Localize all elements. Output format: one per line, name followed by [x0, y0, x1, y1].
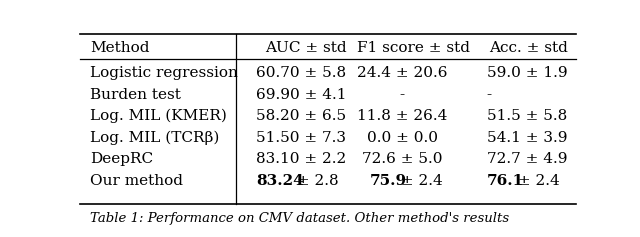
Text: Table 1: Performance on CMV dataset. Other method's results: Table 1: Performance on CMV dataset. Oth…	[90, 212, 509, 225]
Text: Our method: Our method	[90, 174, 183, 188]
Text: 58.20 ± 6.5: 58.20 ± 6.5	[256, 109, 346, 123]
Text: ± 2.4: ± 2.4	[513, 174, 559, 188]
Text: ± 2.4: ± 2.4	[396, 174, 443, 188]
Text: 54.1 ± 3.9: 54.1 ± 3.9	[486, 131, 567, 145]
Text: 51.5 ± 5.8: 51.5 ± 5.8	[486, 109, 567, 123]
Text: 60.70 ± 5.8: 60.70 ± 5.8	[256, 66, 346, 80]
Text: Log. MIL (TCRβ): Log. MIL (TCRβ)	[90, 131, 220, 145]
Text: Log. MIL (KMER): Log. MIL (KMER)	[90, 109, 227, 123]
Text: 24.4 ± 20.6: 24.4 ± 20.6	[357, 66, 447, 80]
Text: F1 score ± std: F1 score ± std	[357, 41, 470, 55]
Text: 83.10 ± 2.2: 83.10 ± 2.2	[256, 152, 346, 166]
Text: -: -	[400, 88, 405, 102]
Text: 59.0 ± 1.9: 59.0 ± 1.9	[486, 66, 567, 80]
Text: -: -	[486, 88, 492, 102]
Text: ± 2.8: ± 2.8	[292, 174, 339, 188]
Text: 0.0 ± 0.0: 0.0 ± 0.0	[367, 131, 438, 145]
Text: 75.9: 75.9	[370, 174, 407, 188]
Text: 72.6 ± 5.0: 72.6 ± 5.0	[362, 152, 443, 166]
Text: Method: Method	[90, 41, 149, 55]
Text: Burden test: Burden test	[90, 88, 180, 102]
Text: 76.1: 76.1	[486, 174, 524, 188]
Text: DeepRC: DeepRC	[90, 152, 153, 166]
Text: 69.90 ± 4.1: 69.90 ± 4.1	[256, 88, 347, 102]
Text: Logistic regression: Logistic regression	[90, 66, 238, 80]
Text: 11.8 ± 26.4: 11.8 ± 26.4	[357, 109, 447, 123]
Text: AUC ± std: AUC ± std	[265, 41, 346, 55]
Text: 72.7 ± 4.9: 72.7 ± 4.9	[486, 152, 567, 166]
Text: 51.50 ± 7.3: 51.50 ± 7.3	[256, 131, 346, 145]
Text: 83.24: 83.24	[256, 174, 304, 188]
Text: Acc. ± std: Acc. ± std	[490, 41, 568, 55]
